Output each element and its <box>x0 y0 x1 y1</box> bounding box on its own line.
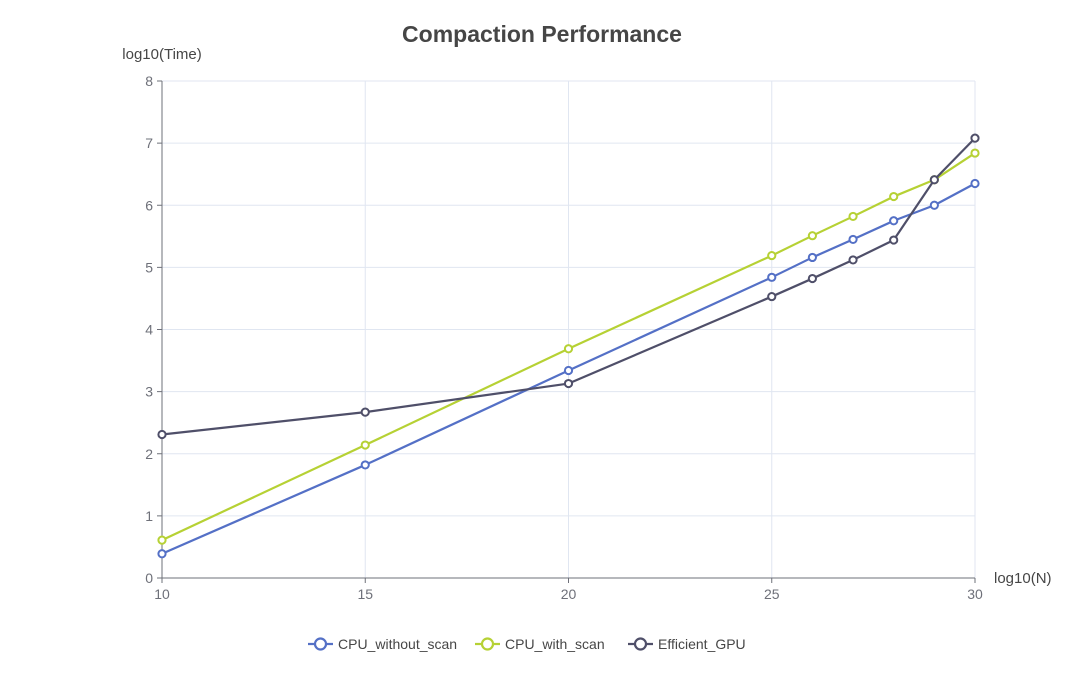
data-point <box>807 231 818 241</box>
data-point <box>563 344 574 354</box>
data-point <box>360 407 370 417</box>
data-point <box>848 234 858 245</box>
legend[interactable]: CPU_without_scan CPU_with_scan Efficient_G… <box>308 636 746 652</box>
legend-marker <box>633 637 648 651</box>
series-CPU_without_scan <box>157 178 980 559</box>
series-layer <box>157 133 980 559</box>
y-tick-label: 3 <box>145 384 153 400</box>
legend-label: Efficient_GPU <box>658 636 746 652</box>
axes-layer: 0 1 2 3 4 5 6 7 8 10 15 20 25 30 <box>145 73 983 602</box>
chart-title: Compaction Performance <box>402 21 682 47</box>
x-tick-label: 10 <box>154 586 170 602</box>
series-Efficient_GPU <box>157 133 980 440</box>
legend-label: CPU_without_scan <box>338 636 457 652</box>
data-point <box>889 216 899 226</box>
data-point <box>929 200 939 210</box>
y-tick-label: 0 <box>145 570 153 586</box>
data-point <box>157 549 167 559</box>
grid-layer <box>162 80 976 578</box>
y-tick-label: 5 <box>145 259 153 275</box>
data-point <box>767 291 777 302</box>
data-point <box>157 535 167 545</box>
data-point <box>767 250 777 261</box>
y-tick-label: 8 <box>145 73 153 89</box>
x-tick-label: 25 <box>764 586 780 602</box>
x-axis-label: log10(N) <box>994 570 1052 587</box>
data-point <box>157 429 167 440</box>
y-tick-label: 2 <box>145 446 153 462</box>
data-point <box>767 272 777 282</box>
y-tick-label: 1 <box>145 508 153 524</box>
legend-item-Efficient_GPU[interactable]: Efficient_GPU <box>628 636 746 652</box>
data-point <box>889 191 899 202</box>
data-point <box>970 133 980 143</box>
data-point <box>929 175 939 185</box>
data-point <box>563 378 574 389</box>
data-point <box>848 255 858 265</box>
y-tick-label: 6 <box>145 197 153 213</box>
data-point <box>889 235 899 245</box>
legend-label: CPU_with_scan <box>505 636 605 652</box>
data-point <box>563 365 574 376</box>
y-tick-label: 7 <box>145 135 153 151</box>
data-point <box>970 178 980 189</box>
data-point <box>807 252 818 263</box>
x-tick-label: 30 <box>967 586 983 602</box>
series-CPU_with_scan <box>157 148 980 545</box>
y-axis-label: log10(Time) <box>122 46 201 63</box>
data-point <box>970 148 980 158</box>
data-point <box>848 211 858 222</box>
data-point <box>807 273 818 284</box>
data-point <box>360 440 370 450</box>
y-tick-label: 4 <box>145 322 153 338</box>
legend-marker <box>313 637 328 651</box>
x-tick-label: 20 <box>561 586 577 602</box>
legend-item-CPU_without_scan[interactable]: CPU_without_scan <box>308 636 457 652</box>
legend-marker <box>480 637 495 651</box>
legend-item-CPU_with_scan[interactable]: CPU_with_scan <box>475 636 605 652</box>
data-point <box>360 460 370 470</box>
x-tick-label: 15 <box>357 586 373 602</box>
